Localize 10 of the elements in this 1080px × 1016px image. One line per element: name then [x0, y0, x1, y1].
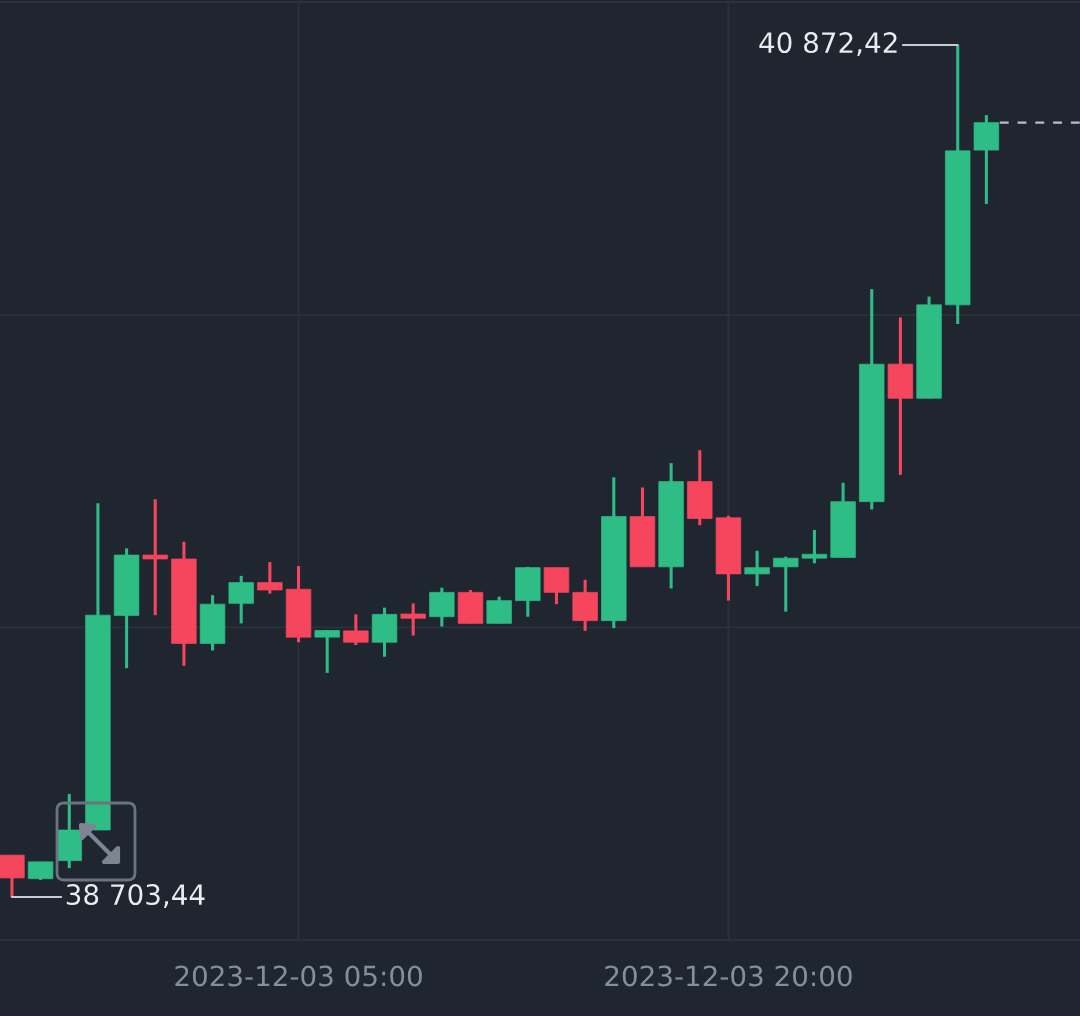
- candlestick: [801, 528, 828, 564]
- candlestick: [142, 499, 168, 617]
- candlestick: [744, 550, 770, 588]
- x-tick-label: 2023-12-03 05:00: [175, 965, 422, 987]
- x-tick-label: 2023-12-03 20:00: [605, 965, 852, 987]
- annotation: 40 872,42: [759, 32, 897, 56]
- candlestick: [257, 562, 283, 594]
- candlestick: [400, 603, 426, 636]
- candlestick: [773, 556, 799, 612]
- annotation: 38 703,44: [66, 884, 205, 908]
